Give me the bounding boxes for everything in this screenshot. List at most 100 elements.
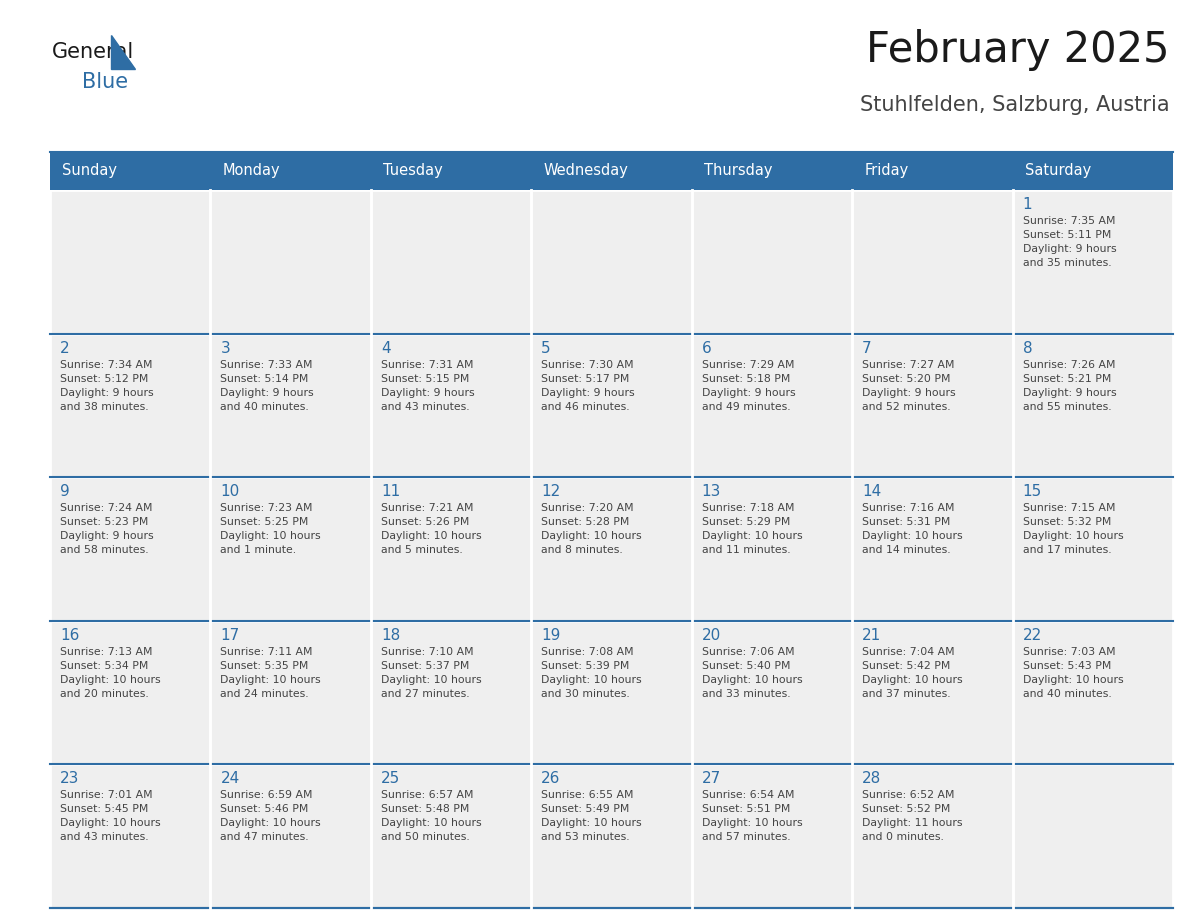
Text: 26: 26 [542, 771, 561, 787]
Bar [531, 477, 691, 621]
Bar [210, 333, 371, 477]
Text: 25: 25 [381, 771, 400, 787]
Text: Monday: Monday [222, 163, 280, 178]
Text: 20: 20 [702, 628, 721, 643]
Text: 18: 18 [381, 628, 400, 643]
Text: 9: 9 [61, 484, 70, 499]
Bar [852, 621, 1012, 765]
Text: 21: 21 [862, 628, 881, 643]
Text: Stuhlfelden, Salzburg, Austria: Stuhlfelden, Salzburg, Austria [860, 95, 1170, 115]
Bar [691, 477, 852, 621]
Bar [852, 190, 1012, 333]
Text: 4: 4 [381, 341, 391, 355]
Text: 19: 19 [542, 628, 561, 643]
Text: Sunrise: 7:15 AM
Sunset: 5:32 PM
Daylight: 10 hours
and 17 minutes.: Sunrise: 7:15 AM Sunset: 5:32 PM Dayligh… [1023, 503, 1123, 555]
Text: 16: 16 [61, 628, 80, 643]
Bar [1012, 477, 1173, 621]
Bar [371, 621, 531, 765]
Text: 22: 22 [1023, 628, 1042, 643]
Text: 15: 15 [1023, 484, 1042, 499]
Bar [852, 765, 1012, 908]
Text: 27: 27 [702, 771, 721, 787]
Text: Sunrise: 6:54 AM
Sunset: 5:51 PM
Daylight: 10 hours
and 57 minutes.: Sunrise: 6:54 AM Sunset: 5:51 PM Dayligh… [702, 790, 802, 843]
Bar [852, 333, 1012, 477]
Text: 7: 7 [862, 341, 872, 355]
Bar [691, 190, 852, 333]
Bar [210, 190, 371, 333]
Bar [531, 333, 691, 477]
Text: Sunrise: 7:06 AM
Sunset: 5:40 PM
Daylight: 10 hours
and 33 minutes.: Sunrise: 7:06 AM Sunset: 5:40 PM Dayligh… [702, 647, 802, 699]
Bar [50, 477, 210, 621]
Bar [371, 190, 531, 333]
Bar [371, 333, 531, 477]
Text: 23: 23 [61, 771, 80, 787]
Bar [1012, 621, 1173, 765]
Text: Sunrise: 6:57 AM
Sunset: 5:48 PM
Daylight: 10 hours
and 50 minutes.: Sunrise: 6:57 AM Sunset: 5:48 PM Dayligh… [381, 790, 481, 843]
Bar [50, 621, 210, 765]
Text: Sunrise: 7:31 AM
Sunset: 5:15 PM
Daylight: 9 hours
and 43 minutes.: Sunrise: 7:31 AM Sunset: 5:15 PM Dayligh… [381, 360, 474, 411]
Text: Sunrise: 7:33 AM
Sunset: 5:14 PM
Daylight: 9 hours
and 40 minutes.: Sunrise: 7:33 AM Sunset: 5:14 PM Dayligh… [221, 360, 314, 411]
Text: Sunrise: 7:08 AM
Sunset: 5:39 PM
Daylight: 10 hours
and 30 minutes.: Sunrise: 7:08 AM Sunset: 5:39 PM Dayligh… [542, 647, 642, 699]
Text: 28: 28 [862, 771, 881, 787]
Bar [531, 190, 691, 333]
Text: Sunrise: 7:24 AM
Sunset: 5:23 PM
Daylight: 9 hours
and 58 minutes.: Sunrise: 7:24 AM Sunset: 5:23 PM Dayligh… [61, 503, 153, 555]
Bar [1012, 190, 1173, 333]
Text: 12: 12 [542, 484, 561, 499]
Polygon shape [110, 35, 135, 69]
Text: 14: 14 [862, 484, 881, 499]
Text: Tuesday: Tuesday [383, 163, 443, 178]
Bar [210, 621, 371, 765]
Text: 6: 6 [702, 341, 712, 355]
Text: 11: 11 [381, 484, 400, 499]
Bar [1012, 333, 1173, 477]
Text: 24: 24 [221, 771, 240, 787]
Text: General: General [52, 42, 134, 62]
Text: Sunrise: 6:52 AM
Sunset: 5:52 PM
Daylight: 11 hours
and 0 minutes.: Sunrise: 6:52 AM Sunset: 5:52 PM Dayligh… [862, 790, 962, 843]
Text: Sunrise: 7:13 AM
Sunset: 5:34 PM
Daylight: 10 hours
and 20 minutes.: Sunrise: 7:13 AM Sunset: 5:34 PM Dayligh… [61, 647, 160, 699]
Text: Sunrise: 7:18 AM
Sunset: 5:29 PM
Daylight: 10 hours
and 11 minutes.: Sunrise: 7:18 AM Sunset: 5:29 PM Dayligh… [702, 503, 802, 555]
Text: Friday: Friday [864, 163, 909, 178]
Bar [50, 765, 210, 908]
Text: Sunrise: 7:20 AM
Sunset: 5:28 PM
Daylight: 10 hours
and 8 minutes.: Sunrise: 7:20 AM Sunset: 5:28 PM Dayligh… [542, 503, 642, 555]
Bar [691, 621, 852, 765]
Text: Sunrise: 7:30 AM
Sunset: 5:17 PM
Daylight: 9 hours
and 46 minutes.: Sunrise: 7:30 AM Sunset: 5:17 PM Dayligh… [542, 360, 634, 411]
Text: Sunrise: 6:55 AM
Sunset: 5:49 PM
Daylight: 10 hours
and 53 minutes.: Sunrise: 6:55 AM Sunset: 5:49 PM Dayligh… [542, 790, 642, 843]
Bar [371, 765, 531, 908]
Text: 3: 3 [221, 341, 230, 355]
Bar [852, 477, 1012, 621]
Text: Sunrise: 7:10 AM
Sunset: 5:37 PM
Daylight: 10 hours
and 27 minutes.: Sunrise: 7:10 AM Sunset: 5:37 PM Dayligh… [381, 647, 481, 699]
Text: Thursday: Thursday [703, 163, 772, 178]
Bar [531, 621, 691, 765]
Text: Sunrise: 7:35 AM
Sunset: 5:11 PM
Daylight: 9 hours
and 35 minutes.: Sunrise: 7:35 AM Sunset: 5:11 PM Dayligh… [1023, 216, 1117, 268]
Text: Wednesday: Wednesday [543, 163, 628, 178]
Text: Sunrise: 6:59 AM
Sunset: 5:46 PM
Daylight: 10 hours
and 47 minutes.: Sunrise: 6:59 AM Sunset: 5:46 PM Dayligh… [221, 790, 321, 843]
Text: Sunrise: 7:04 AM
Sunset: 5:42 PM
Daylight: 10 hours
and 37 minutes.: Sunrise: 7:04 AM Sunset: 5:42 PM Dayligh… [862, 647, 962, 699]
Bar [50, 190, 210, 333]
Bar [210, 477, 371, 621]
Bar [691, 765, 852, 908]
Text: Sunrise: 7:11 AM
Sunset: 5:35 PM
Daylight: 10 hours
and 24 minutes.: Sunrise: 7:11 AM Sunset: 5:35 PM Dayligh… [221, 647, 321, 699]
Bar [1012, 765, 1173, 908]
Text: Blue: Blue [82, 72, 128, 92]
Text: 5: 5 [542, 341, 551, 355]
Bar [50, 152, 1173, 190]
Text: 10: 10 [221, 484, 240, 499]
Text: Sunrise: 7:26 AM
Sunset: 5:21 PM
Daylight: 9 hours
and 55 minutes.: Sunrise: 7:26 AM Sunset: 5:21 PM Dayligh… [1023, 360, 1117, 411]
Text: Sunrise: 7:23 AM
Sunset: 5:25 PM
Daylight: 10 hours
and 1 minute.: Sunrise: 7:23 AM Sunset: 5:25 PM Dayligh… [221, 503, 321, 555]
Text: 1: 1 [1023, 197, 1032, 212]
Text: Sunday: Sunday [62, 163, 116, 178]
Bar [371, 477, 531, 621]
Text: Sunrise: 7:03 AM
Sunset: 5:43 PM
Daylight: 10 hours
and 40 minutes.: Sunrise: 7:03 AM Sunset: 5:43 PM Dayligh… [1023, 647, 1123, 699]
Text: 8: 8 [1023, 341, 1032, 355]
Text: 13: 13 [702, 484, 721, 499]
Bar [691, 333, 852, 477]
Text: Sunrise: 7:16 AM
Sunset: 5:31 PM
Daylight: 10 hours
and 14 minutes.: Sunrise: 7:16 AM Sunset: 5:31 PM Dayligh… [862, 503, 962, 555]
Text: Sunrise: 7:27 AM
Sunset: 5:20 PM
Daylight: 9 hours
and 52 minutes.: Sunrise: 7:27 AM Sunset: 5:20 PM Dayligh… [862, 360, 956, 411]
Text: Sunrise: 7:01 AM
Sunset: 5:45 PM
Daylight: 10 hours
and 43 minutes.: Sunrise: 7:01 AM Sunset: 5:45 PM Dayligh… [61, 790, 160, 843]
Text: Sunrise: 7:29 AM
Sunset: 5:18 PM
Daylight: 9 hours
and 49 minutes.: Sunrise: 7:29 AM Sunset: 5:18 PM Dayligh… [702, 360, 795, 411]
Text: Sunrise: 7:34 AM
Sunset: 5:12 PM
Daylight: 9 hours
and 38 minutes.: Sunrise: 7:34 AM Sunset: 5:12 PM Dayligh… [61, 360, 153, 411]
Bar [50, 333, 210, 477]
Text: Sunrise: 7:21 AM
Sunset: 5:26 PM
Daylight: 10 hours
and 5 minutes.: Sunrise: 7:21 AM Sunset: 5:26 PM Dayligh… [381, 503, 481, 555]
Text: 17: 17 [221, 628, 240, 643]
Bar [531, 765, 691, 908]
